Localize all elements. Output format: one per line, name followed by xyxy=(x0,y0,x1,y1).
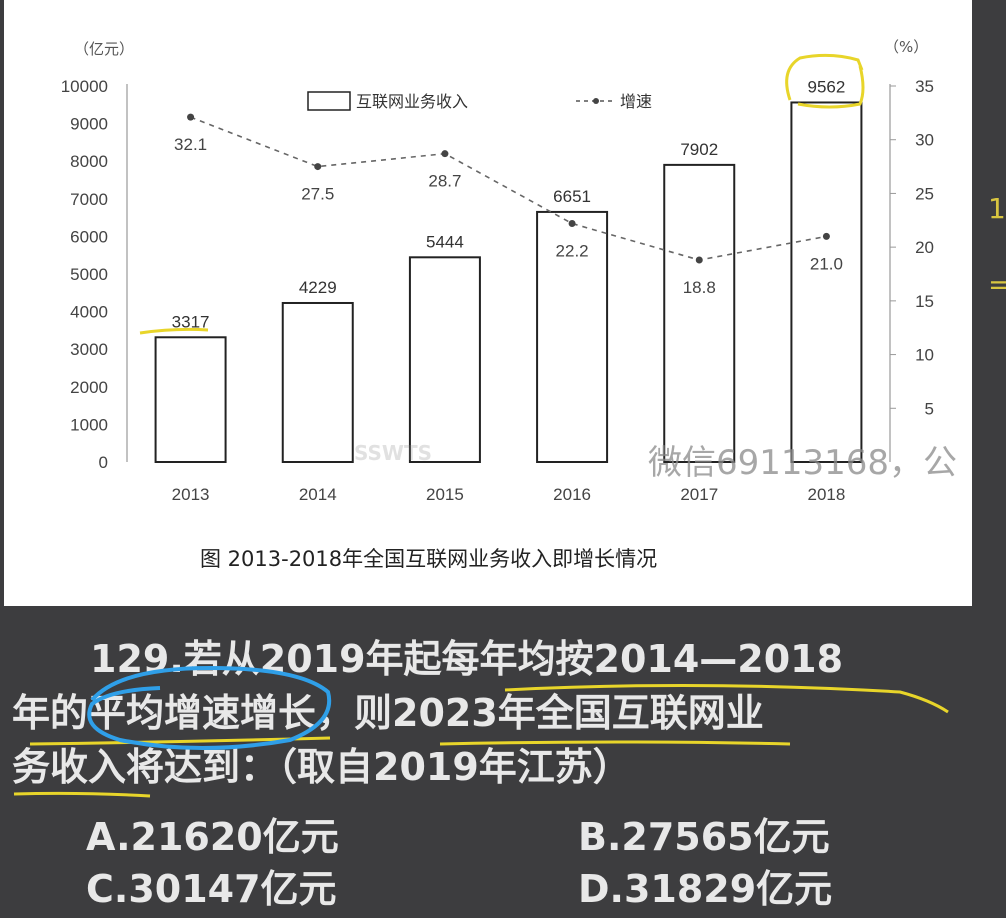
y-tick-left-9000: 9000 xyxy=(70,115,108,134)
bar-2015 xyxy=(408,256,481,463)
option-c[interactable]: C.30147亿元 xyxy=(86,867,337,911)
y-tick-left-7000: 7000 xyxy=(70,190,108,209)
y-axis-left-unit: （亿元） xyxy=(74,40,134,58)
rate-point-2015 xyxy=(441,150,449,158)
y-tick-right-20: 20 xyxy=(915,238,934,257)
bar-label-2014: 4229 xyxy=(299,278,337,297)
x-tick-2015: 2015 xyxy=(426,485,464,504)
legend-bar-label: 互联网业务收入 xyxy=(356,92,468,111)
rate-line-group xyxy=(187,113,830,264)
faint-watermark: SSWTS xyxy=(354,441,432,465)
y-tick-right-5: 5 xyxy=(925,399,934,418)
chart-svg: 0 1000 2000 3000 4000 5000 6000 7000 8000 9000 100… xyxy=(61,38,957,571)
y-tick-right-30: 30 xyxy=(915,131,934,150)
rate-polyline xyxy=(190,116,827,261)
chart-caption: 图 2013-2018年全国互联网业务收入即增长情况 xyxy=(200,547,657,571)
bar-2014 xyxy=(281,301,354,463)
y-tick-right-25: 25 xyxy=(915,184,934,203)
question-line-1: 129.若从2019年起每年均按2014—2018 xyxy=(90,637,844,681)
y-tick-left-5000: 5000 xyxy=(70,265,108,284)
y-tick-right-15: 15 xyxy=(915,292,934,311)
rate-point-2014 xyxy=(314,163,322,171)
rate-point-2016 xyxy=(568,220,576,228)
bar-2018 xyxy=(790,101,863,463)
bar-label-2016: 6651 xyxy=(553,187,591,206)
rate-label-2017: 18.8 xyxy=(683,278,716,297)
rate-label-2014: 27.5 xyxy=(301,185,334,204)
y-tick-left-3000: 3000 xyxy=(70,340,108,359)
x-tick-2017: 2017 xyxy=(680,485,718,504)
x-tick-2013: 2013 xyxy=(172,485,210,504)
rate-point-2017 xyxy=(695,256,703,264)
x-tick-2018: 2018 xyxy=(808,485,846,504)
x-tick-2016: 2016 xyxy=(553,485,591,504)
question-text: 129.若从2019年起每年均按2014—2018 年的平均增速增长，则2023… xyxy=(12,632,992,794)
side-mark-1: 1 xyxy=(988,192,1006,225)
labels-group: 3317 2013 4229 2014 5444 2015 6651 2016 7902 2017… xyxy=(172,77,846,504)
bar-label-2017: 7902 xyxy=(680,140,718,159)
legend: 互联网业务收入 增速 xyxy=(307,91,652,111)
y-tick-right-35: 35 xyxy=(915,77,934,96)
y-tick-left-8000: 8000 xyxy=(70,152,108,171)
bar-2016 xyxy=(536,210,609,463)
side-mark-2: = xyxy=(988,268,1006,301)
y-axis-right-unit: （%） xyxy=(884,38,928,56)
legend-line-marker xyxy=(593,98,599,104)
bars-group xyxy=(154,101,863,463)
chart-panel: 0 1000 2000 3000 4000 5000 6000 7000 8000 9000 100… xyxy=(4,0,972,606)
wechat-watermark: 微信69113168，公 xyxy=(648,443,957,483)
y-tick-left-2000: 2000 xyxy=(70,378,108,397)
legend-line-label: 增速 xyxy=(620,92,652,111)
chart-axes: 0 1000 2000 3000 4000 5000 6000 7000 8000 9000 100… xyxy=(61,77,934,472)
option-a[interactable]: A.21620亿元 xyxy=(86,815,339,859)
bar-label-2018: 9562 xyxy=(808,77,846,96)
rate-label-2018: 21.0 xyxy=(810,254,843,273)
y-tick-right-10: 10 xyxy=(915,346,934,365)
rate-label-2015: 28.7 xyxy=(428,172,461,191)
rate-label-2016: 22.2 xyxy=(556,242,589,261)
x-tick-2014: 2014 xyxy=(299,485,337,504)
y-tick-left-6000: 6000 xyxy=(70,227,108,246)
question-line-2: 年的平均增速增长，则2023年全国互联网业 xyxy=(12,691,764,735)
bar-label-2013: 3317 xyxy=(172,312,210,331)
y-tick-left-4000: 4000 xyxy=(70,303,108,322)
y-tick-left-0: 0 xyxy=(99,453,108,472)
bar-label-2015: 5444 xyxy=(426,232,464,251)
bar-2017 xyxy=(663,163,736,463)
rate-label-2013: 32.1 xyxy=(174,135,207,154)
option-d[interactable]: D.31829亿元 xyxy=(578,867,833,911)
y-tick-left-10000: 10000 xyxy=(61,77,108,96)
legend-bar-swatch xyxy=(307,91,351,111)
rate-point-2013 xyxy=(187,113,195,121)
bar-2013 xyxy=(154,336,227,463)
y-tick-left-1000: 1000 xyxy=(70,415,108,434)
question-line-3: 务收入将达到：（取自2019年江苏） xyxy=(12,745,631,789)
option-b[interactable]: B.27565亿元 xyxy=(578,815,830,859)
rate-point-2018 xyxy=(822,232,830,240)
